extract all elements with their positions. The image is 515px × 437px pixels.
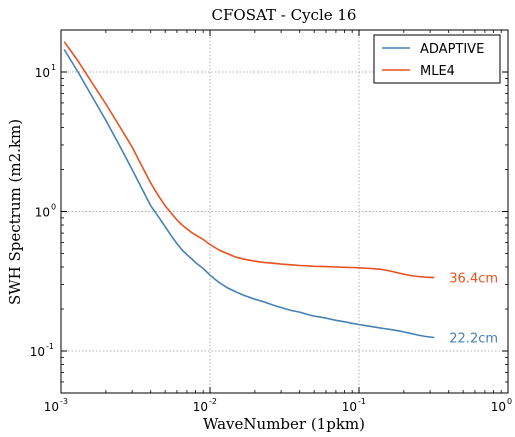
series-line-adaptive [63, 49, 435, 339]
y-tick-label-exp: 0 [51, 203, 56, 212]
x-tick-label-base: 10 [44, 400, 59, 414]
series-line-mle4 [63, 41, 435, 279]
x-axis-label: WaveNumber (1pkm) [203, 415, 365, 433]
y-axis-label: SWH Spectrum (m2.km) [6, 119, 24, 305]
tick-labels: 10 -3 10 -2 10 -1 10 010 -110 010 1 [30, 63, 512, 414]
x-tick-label: 10 -1 [342, 397, 366, 414]
x-tick-label: 10 -3 [44, 397, 68, 414]
y-tick-label: 10 -1 [30, 342, 54, 359]
series-end-labels: 22.2cm 36.4cm [449, 272, 498, 347]
y-tick-label-base: 10 [30, 345, 45, 359]
legend: ADAPTIVE MLE4 [373, 34, 501, 84]
legend-box [373, 34, 501, 84]
end-label-adaptive: 22.2cm [449, 331, 498, 346]
chart-title: CFOSAT - Cycle 16 [212, 6, 357, 24]
y-tick-label-base: 10 [35, 66, 50, 80]
grid [61, 30, 508, 393]
y-tick-label-exp: -1 [46, 342, 54, 351]
series-layer [63, 41, 435, 339]
x-tick-label-base: 10 [342, 400, 357, 414]
x-tick-label: 10 -2 [193, 397, 217, 414]
x-tick-label-exp: -2 [209, 397, 217, 406]
legend-label-adaptive: ADAPTIVE [420, 42, 484, 57]
x-tick-label-base: 10 [193, 400, 208, 414]
y-tick-label: 10 1 [35, 63, 56, 80]
y-tick-label: 10 0 [35, 203, 56, 220]
y-tick-label-base: 10 [35, 206, 50, 220]
legend-label-mle4: MLE4 [420, 64, 455, 79]
x-tick-label-exp: 0 [507, 397, 512, 406]
x-tick-label: 10 0 [491, 397, 512, 414]
end-label-mle4: 36.4cm [449, 272, 498, 287]
ticks [60, 30, 509, 393]
x-tick-label-base: 10 [491, 400, 506, 414]
y-tick-label-exp: 1 [51, 63, 56, 72]
x-tick-label-exp: -3 [60, 397, 68, 406]
x-tick-label-exp: -1 [358, 397, 366, 406]
